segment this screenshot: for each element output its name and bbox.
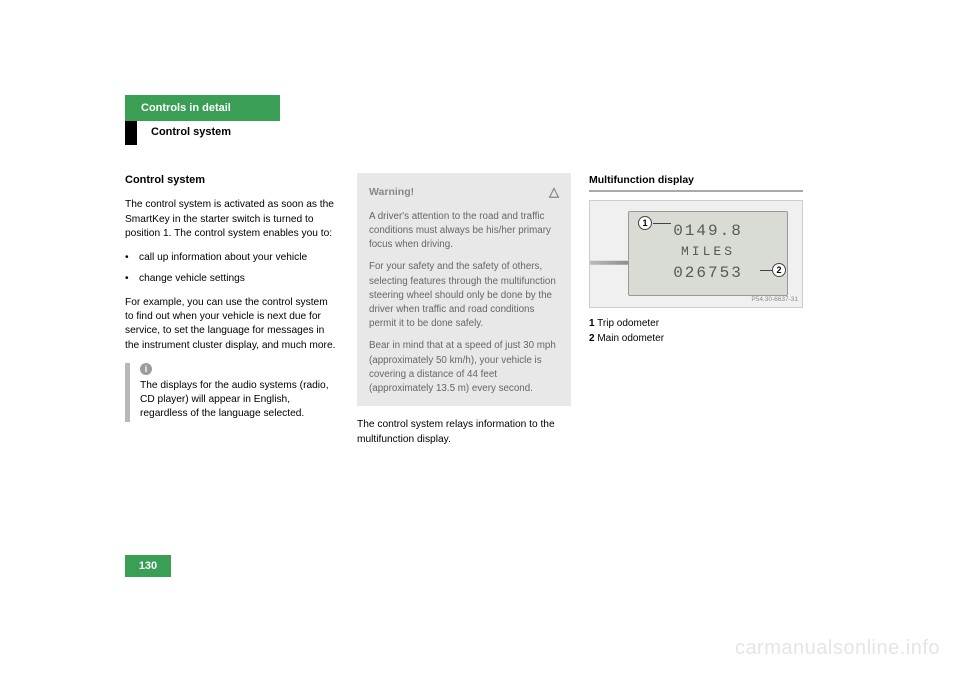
bullet-text: call up information about your vehicle — [139, 251, 307, 265]
main-value: 026753 — [629, 262, 787, 285]
warning-icon: △ — [549, 183, 559, 202]
info-bar — [125, 363, 130, 422]
warning-p1: A driver's attention to the road and tra… — [369, 210, 559, 253]
col2-text: The control system relays information to… — [357, 418, 571, 447]
columns: Control system The control system is act… — [125, 173, 835, 457]
section-tab: Controls in detail — [125, 95, 280, 121]
legend-text: Main odometer — [597, 333, 664, 344]
info-text: The displays for the audio systems (radi… — [140, 379, 335, 422]
warning-p2: For your safety and the safety of others… — [369, 260, 559, 331]
pointer-graphic — [590, 259, 632, 267]
callout-line — [760, 270, 772, 272]
bullet-text: change vehicle settings — [139, 272, 245, 286]
image-code: P54.30-6637-31 — [751, 295, 798, 304]
marker-box — [125, 121, 137, 145]
legend: 1 Trip odometer 2 Main odometer — [589, 316, 803, 346]
col1-intro: The control system is activated as soon … — [125, 198, 339, 241]
bullet-icon: • — [125, 272, 139, 286]
page-content: Controls in detail Control system Contro… — [125, 95, 835, 457]
legend-text: Trip odometer — [597, 318, 659, 329]
warning-p3: Bear in mind that at a speed of just 30 … — [369, 339, 559, 396]
warning-header: Warning! △ — [369, 183, 559, 202]
subsection-title: Control system — [137, 121, 231, 145]
mfd-heading: Multifunction display — [589, 173, 803, 192]
column-1: Control system The control system is act… — [125, 173, 339, 457]
list-item: •change vehicle settings — [125, 272, 339, 286]
unit-label: MILES — [629, 243, 787, 262]
column-2: Warning! △ A driver's attention to the r… — [357, 173, 571, 457]
mfd-screen: 0149.8 MILES 026753 — [628, 211, 788, 296]
callout-line — [653, 223, 671, 225]
callout-2: 2 — [772, 263, 786, 277]
warning-box: Warning! △ A driver's attention to the r… — [357, 173, 571, 406]
legend-num: 1 — [589, 318, 595, 329]
mfd-figure: 0149.8 MILES 026753 1 2 P54.30-6637-31 — [589, 200, 803, 308]
page-number: 130 — [125, 555, 171, 577]
bullet-icon: • — [125, 251, 139, 265]
info-icon: i — [140, 363, 152, 375]
subheader-row: Control system — [125, 121, 835, 145]
list-item: •call up information about your vehicle — [125, 251, 339, 265]
callout-1: 1 — [638, 216, 652, 230]
col1-example: For example, you can use the control sys… — [125, 296, 339, 353]
col1-bullets: •call up information about your vehicle … — [125, 251, 339, 286]
legend-num: 2 — [589, 333, 595, 344]
warning-title: Warning! — [369, 185, 414, 200]
column-3: Multifunction display 0149.8 MILES 02675… — [589, 173, 803, 457]
info-note: i The displays for the audio systems (ra… — [125, 363, 339, 422]
info-content: i The displays for the audio systems (ra… — [140, 363, 339, 422]
col1-heading: Control system — [125, 173, 339, 188]
legend-item: 1 Trip odometer — [589, 316, 803, 331]
watermark: carmanualsonline.info — [735, 637, 940, 660]
legend-item: 2 Main odometer — [589, 331, 803, 346]
